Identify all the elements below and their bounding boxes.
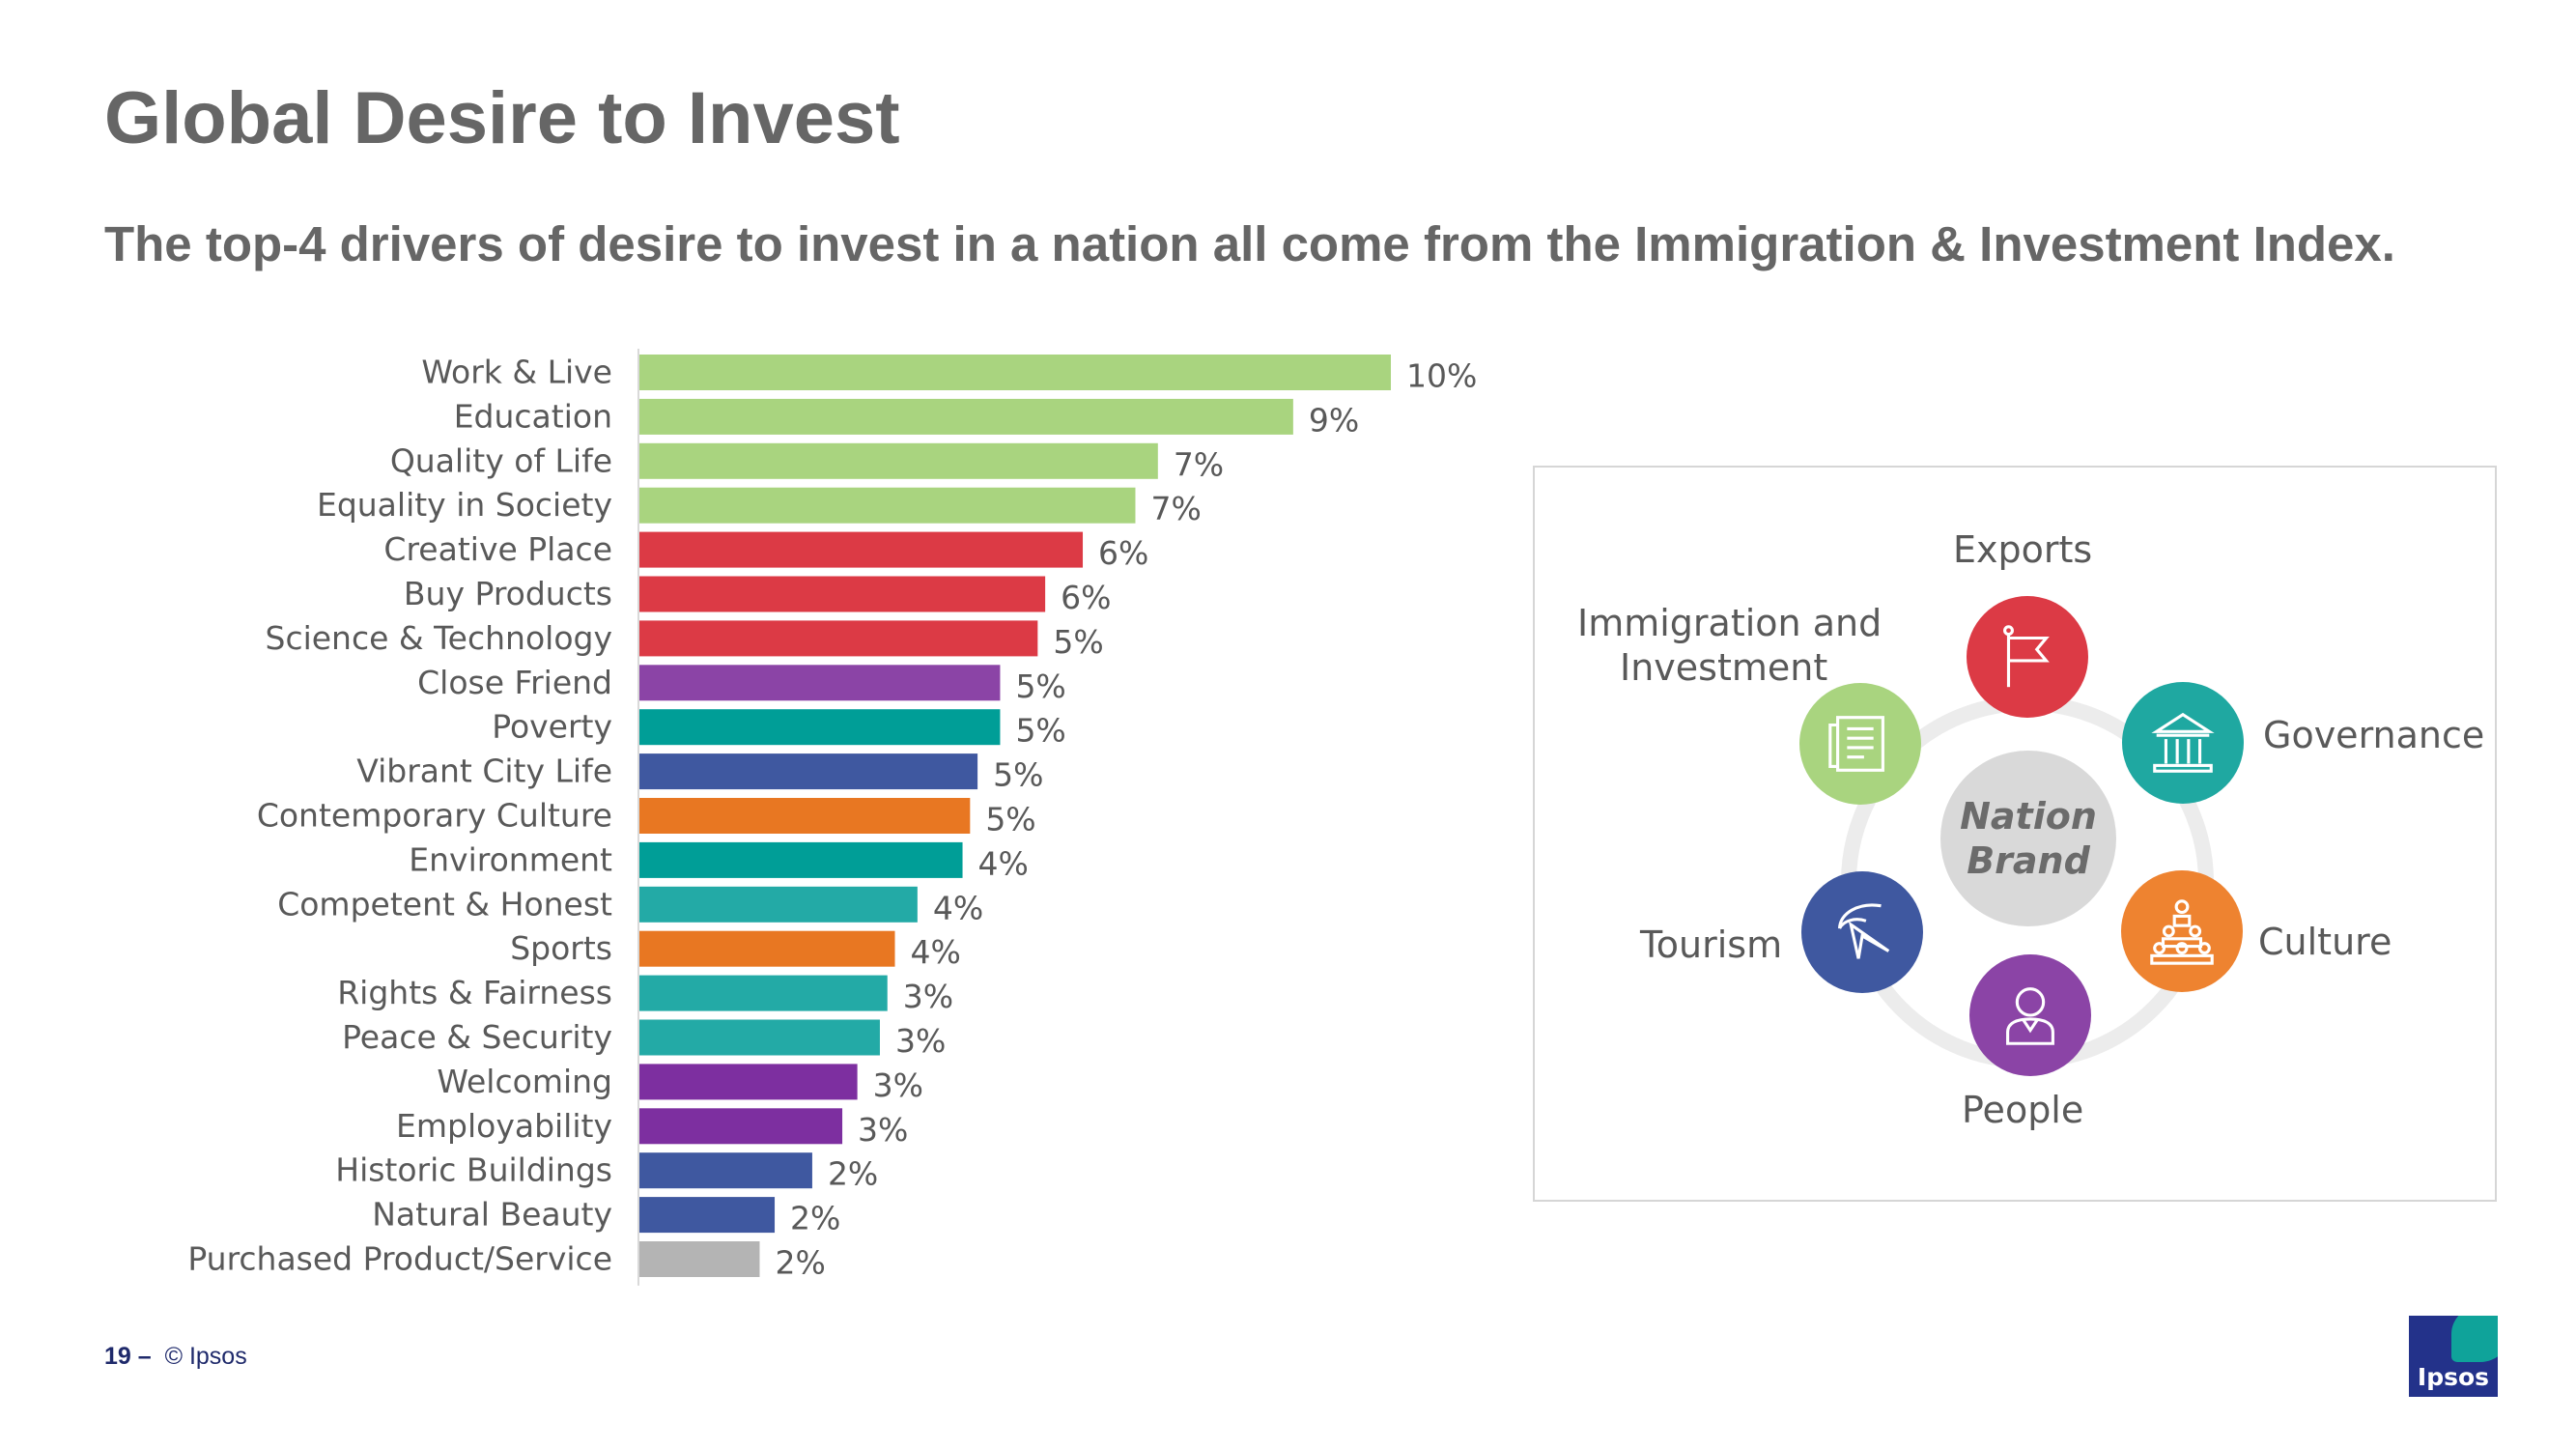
value-label: 3% — [858, 1111, 908, 1149]
value-label: 2% — [828, 1155, 878, 1193]
value-label: 6% — [1098, 534, 1148, 572]
immigration-investment-label-line1: Immigration and — [1577, 602, 1882, 644]
immigration-investment-node — [1799, 683, 1921, 805]
nation-brand-center: Nation Brand — [1940, 751, 2116, 926]
value-label: 5% — [993, 756, 1043, 794]
category-label: Historic Buildings — [335, 1151, 612, 1189]
nation-brand-diagram: Nation Brand Exports Governance Culture — [1533, 466, 2497, 1202]
bar — [639, 1241, 760, 1277]
flag-icon — [2003, 625, 2050, 688]
value-label: 7% — [1150, 490, 1201, 527]
bar — [639, 620, 1038, 657]
value-label: 4% — [978, 844, 1029, 882]
category-label: Purchased Product/Service — [187, 1240, 612, 1278]
bar — [639, 1197, 776, 1234]
value-label: 5% — [1015, 668, 1065, 705]
value-label: 6% — [1061, 579, 1111, 616]
category-label: Quality of Life — [390, 441, 612, 479]
drivers-bar-chart: Work & Live 10% Education 9% Quality of Life… — [187, 349, 1477, 1286]
category-label: Buy Products — [404, 575, 612, 612]
page-title: Global Desire to Invest — [104, 77, 900, 159]
people-label: People — [1962, 1089, 2084, 1131]
value-label: 9% — [1309, 401, 1359, 439]
governance-node — [2122, 682, 2244, 804]
governance-label: Governance — [2263, 714, 2485, 756]
value-label: 3% — [873, 1066, 923, 1104]
bar — [639, 798, 971, 834]
people-node — [1969, 954, 2091, 1076]
category-label: Work & Live — [421, 354, 612, 391]
bar — [639, 930, 895, 967]
footer-separator: – — [137, 1343, 152, 1370]
value-label: 2% — [775, 1244, 825, 1282]
bar — [639, 665, 1001, 701]
category-label: Vibrant City Life — [356, 753, 612, 790]
category-label: Contemporary Culture — [257, 797, 612, 835]
culture-node — [2121, 870, 2243, 992]
value-label: 4% — [933, 889, 983, 926]
category-label: Welcoming — [437, 1063, 612, 1100]
category-label: Poverty — [492, 708, 612, 746]
tourism-label: Tourism — [1640, 923, 1783, 966]
bar — [639, 1019, 880, 1056]
bar — [639, 442, 1158, 479]
value-label: 10% — [1406, 357, 1477, 395]
bar — [639, 576, 1046, 612]
page-subtitle: The top-4 drivers of desire to invest in… — [104, 216, 2395, 271]
category-label: Close Friend — [417, 664, 612, 701]
tourism-node — [1801, 871, 1923, 993]
paper-plane-icon — [1838, 903, 1890, 959]
bar — [639, 841, 963, 878]
category-label: Competent & Honest — [277, 885, 612, 923]
category-label: Peace & Security — [342, 1018, 612, 1056]
footer: 19 – © Ipsos — [104, 1343, 247, 1371]
category-label: Sports — [510, 929, 612, 967]
bar — [639, 487, 1136, 524]
bar — [639, 753, 978, 790]
value-label: 5% — [1053, 623, 1103, 661]
value-label: 2% — [790, 1200, 840, 1237]
center-label-line2: Brand — [1967, 839, 2090, 882]
bar — [639, 975, 888, 1011]
value-label: 5% — [985, 801, 1035, 838]
logo-swoosh — [2451, 1316, 2498, 1362]
ipsos-logo: Ipsos — [2409, 1316, 2498, 1397]
government-building-icon — [2151, 712, 2215, 773]
page-number: 19 — [104, 1343, 131, 1370]
exports-node — [1967, 596, 2088, 718]
immigration-investment-label-line2: Investment — [1620, 646, 1828, 689]
document-icon — [1828, 716, 1884, 772]
audience-icon — [2150, 899, 2214, 965]
bar — [639, 1064, 858, 1100]
culture-label: Culture — [2258, 921, 2392, 963]
bar — [639, 1108, 843, 1145]
category-label: Employability — [396, 1107, 612, 1145]
bar — [639, 531, 1084, 568]
value-label: 5% — [1015, 712, 1065, 750]
bar — [639, 886, 918, 923]
value-label: 3% — [895, 1022, 946, 1060]
category-label: Equality in Society — [317, 486, 612, 524]
value-label: 3% — [903, 978, 953, 1015]
copyright: © Ipsos — [164, 1343, 247, 1370]
bar — [639, 1152, 812, 1189]
person-icon — [2006, 987, 2054, 1045]
value-label: 4% — [911, 933, 961, 971]
bar — [639, 398, 1293, 435]
center-label-line1: Nation — [1960, 795, 2097, 838]
exports-label: Exports — [1953, 528, 2093, 571]
category-label: Creative Place — [383, 530, 612, 568]
logo-text: Ipsos — [2417, 1363, 2490, 1391]
bar — [639, 355, 1391, 390]
value-label: 7% — [1174, 445, 1224, 483]
category-label: Science & Technology — [266, 619, 613, 657]
category-label: Natural Beauty — [372, 1196, 612, 1234]
category-label: Rights & Fairness — [337, 974, 612, 1011]
bar — [639, 709, 1001, 746]
category-label: Education — [454, 397, 612, 435]
category-label: Environment — [409, 840, 612, 878]
